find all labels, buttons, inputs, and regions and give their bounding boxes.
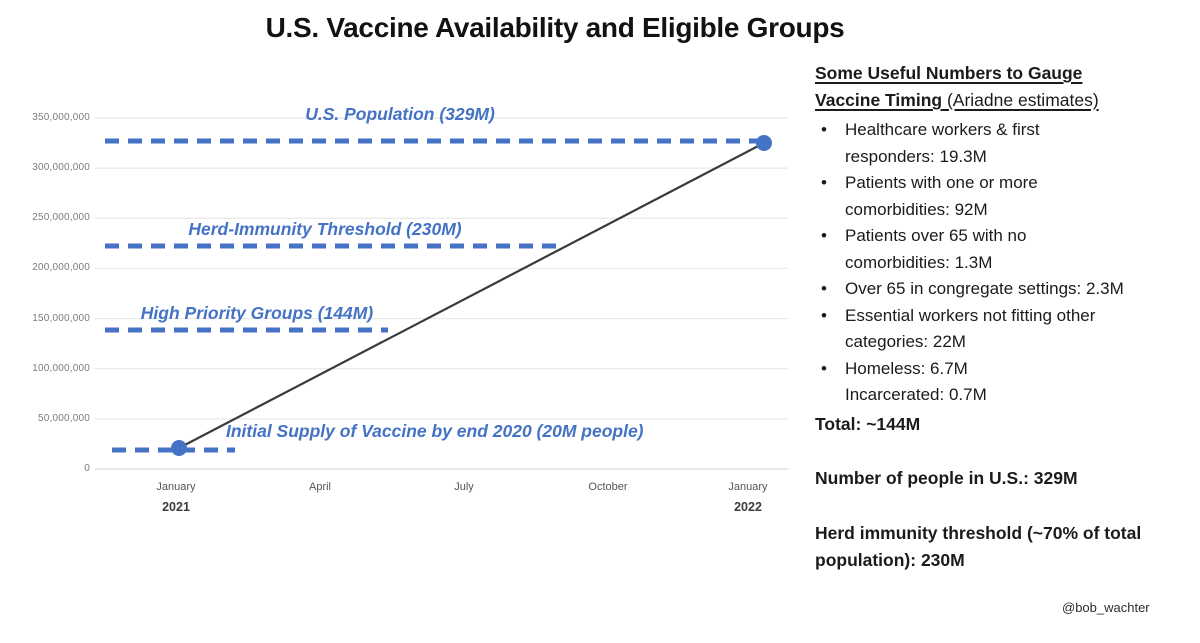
twitter-handle: @bob_wachter — [1062, 600, 1150, 615]
bullet-line: Essential workers not fitting other — [845, 305, 1096, 325]
y-tick-label: 250,000,000 — [32, 212, 90, 224]
bullet-list: • Healthcare workers & first responders: 1… — [815, 117, 1193, 409]
bullet-item: • Homeless: 6.7M Incarcerated: 0.7M — [815, 356, 1193, 409]
bullet-line: Healthcare workers & first — [845, 120, 1040, 139]
bullet-line: Patients with one or more — [845, 173, 1038, 192]
panel-heading-line2-normal: (Ariadne estimates) — [942, 90, 1099, 110]
bullet-line: Patients over 65 with no — [845, 226, 1027, 245]
bullet-marker: • — [821, 279, 827, 298]
x-tick-month: January — [728, 481, 768, 493]
annotation-label-1: Herd-Immunity Threshold (230M) — [188, 219, 462, 239]
annotation-label-0: U.S. Population (329M) — [305, 104, 495, 124]
y-tick-label: 150,000,000 — [32, 312, 90, 324]
page-title: U.S. Vaccine Availability and Eligible G… — [265, 12, 845, 43]
bullet-line: comorbidities: 1.3M — [845, 252, 993, 272]
y-tick-label: 50,000,000 — [37, 412, 90, 424]
y-tick-label: 350,000,000 — [32, 112, 90, 123]
bullet-item: • Patients over 65 with no comorbidities: … — [815, 223, 1193, 276]
bullet-marker: • — [821, 173, 827, 192]
herd-threshold-line: Herd immunity threshold (~70% of total p… — [815, 522, 1142, 570]
y-tick-label: 300,000,000 — [32, 162, 90, 174]
y-tick-label: 200,000,000 — [32, 262, 90, 274]
bullet-line: comorbidities: 92M — [845, 199, 988, 219]
bullet-line: responders: 19.3M — [845, 146, 987, 166]
y-tick-label: 0 — [84, 463, 90, 474]
x-tick-month: April — [308, 481, 331, 493]
x-tick-month: October — [588, 481, 628, 493]
panel-heading: Some Useful Numbers to Gauge Vaccine Tim… — [815, 60, 1193, 114]
bullet-item: • Healthcare workers & first responders: 1… — [815, 117, 1193, 170]
bullet-marker: • — [821, 358, 827, 378]
annotation-label-3: Initial Supply of Vaccine by end 2020 (2… — [226, 421, 644, 441]
supply-line — [178, 142, 765, 449]
x-tick-year: 2021 — [162, 500, 190, 514]
x-tick-month: January — [156, 481, 196, 493]
bullet-marker: • — [821, 226, 827, 245]
us-population-line: Number of people in U.S.: 329M — [815, 467, 1078, 488]
plot-area — [95, 117, 788, 470]
bullet-item: • Patients with one or more comorbidities:… — [815, 170, 1193, 223]
x-tick-month: July — [454, 481, 474, 493]
bullet-line: categories: 22M — [845, 332, 966, 351]
bullet-marker: • — [821, 120, 827, 139]
y-tick-label: 100,000,000 — [32, 362, 90, 374]
x-tick-year: 2022 — [734, 500, 762, 514]
annotation-label-2: High Priority Groups (144M) — [140, 303, 374, 323]
bullet-line: Incarcerated: 0.7M — [845, 385, 987, 404]
bullet-item: • Essential workers not fitting other cate… — [815, 303, 1193, 356]
panel-heading-line2-bold: Vaccine Timing — [815, 90, 943, 110]
bullet-item: • Over 65 in congregate settings: 2.3M — [815, 276, 1193, 303]
total-line: Total: ~144M — [815, 413, 921, 434]
data-point-start — [171, 440, 187, 456]
panel-heading-line1: Some Useful Numbers to Gauge — [815, 63, 1083, 83]
side-panel: Some Useful Numbers to Gauge Vaccine Tim… — [815, 60, 1193, 574]
data-point-end — [756, 135, 772, 151]
bullet-marker: • — [821, 305, 827, 325]
bullet-line: Homeless: 6.7M — [845, 358, 968, 378]
bullet-line: Over 65 in congregate settings: 2.3M — [845, 279, 1124, 298]
